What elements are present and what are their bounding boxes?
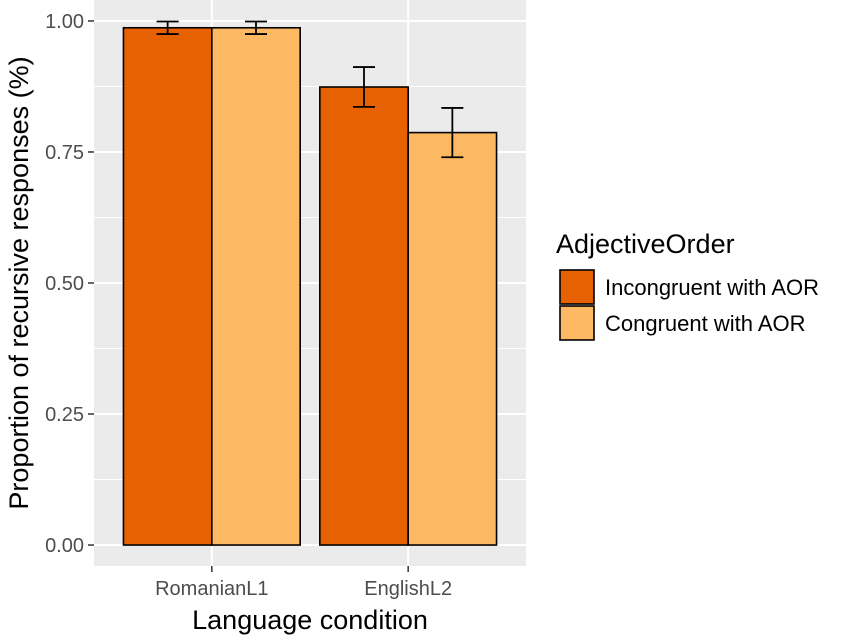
bar bbox=[319, 86, 409, 546]
x-tick-label: RomanianL1 bbox=[155, 578, 268, 600]
legend-item: Congruent with AOR bbox=[559, 305, 806, 341]
bars bbox=[122, 26, 498, 546]
legend-item: Incongruent with AOR bbox=[559, 269, 819, 305]
bar bbox=[211, 26, 301, 546]
x-tick-label: EnglishL2 bbox=[364, 578, 452, 600]
y-tick-label: 0.75 bbox=[45, 142, 84, 164]
y-tick-label: 0.25 bbox=[45, 404, 84, 426]
legend-swatch bbox=[559, 305, 595, 341]
y-tick-label: 0.00 bbox=[45, 535, 84, 557]
y-axis-title: Proportion of recursive responses (%) bbox=[4, 56, 34, 509]
y-axis-ticks: 0.00 0.25 0.50 0.75 1.00 bbox=[45, 11, 94, 557]
y-tick-label: 1.00 bbox=[45, 11, 84, 33]
bar bbox=[407, 131, 498, 546]
bar bbox=[122, 26, 213, 546]
legend: AdjectiveOrder Incongruent with AOR Congr… bbox=[556, 229, 819, 341]
error-bar bbox=[245, 20, 267, 35]
x-axis-ticks: RomanianL1 EnglishL2 bbox=[155, 566, 452, 600]
error-bars bbox=[156, 20, 464, 159]
legend-label: Congruent with AOR bbox=[605, 311, 806, 336]
x-axis-title: Language condition bbox=[192, 605, 428, 635]
error-bar bbox=[441, 107, 464, 159]
legend-swatch bbox=[559, 269, 595, 305]
error-bar bbox=[156, 20, 179, 35]
y-tick-label: 0.50 bbox=[45, 273, 84, 295]
error-bar bbox=[353, 66, 375, 108]
legend-label: Incongruent with AOR bbox=[605, 275, 819, 300]
legend-title: AdjectiveOrder bbox=[556, 229, 735, 259]
